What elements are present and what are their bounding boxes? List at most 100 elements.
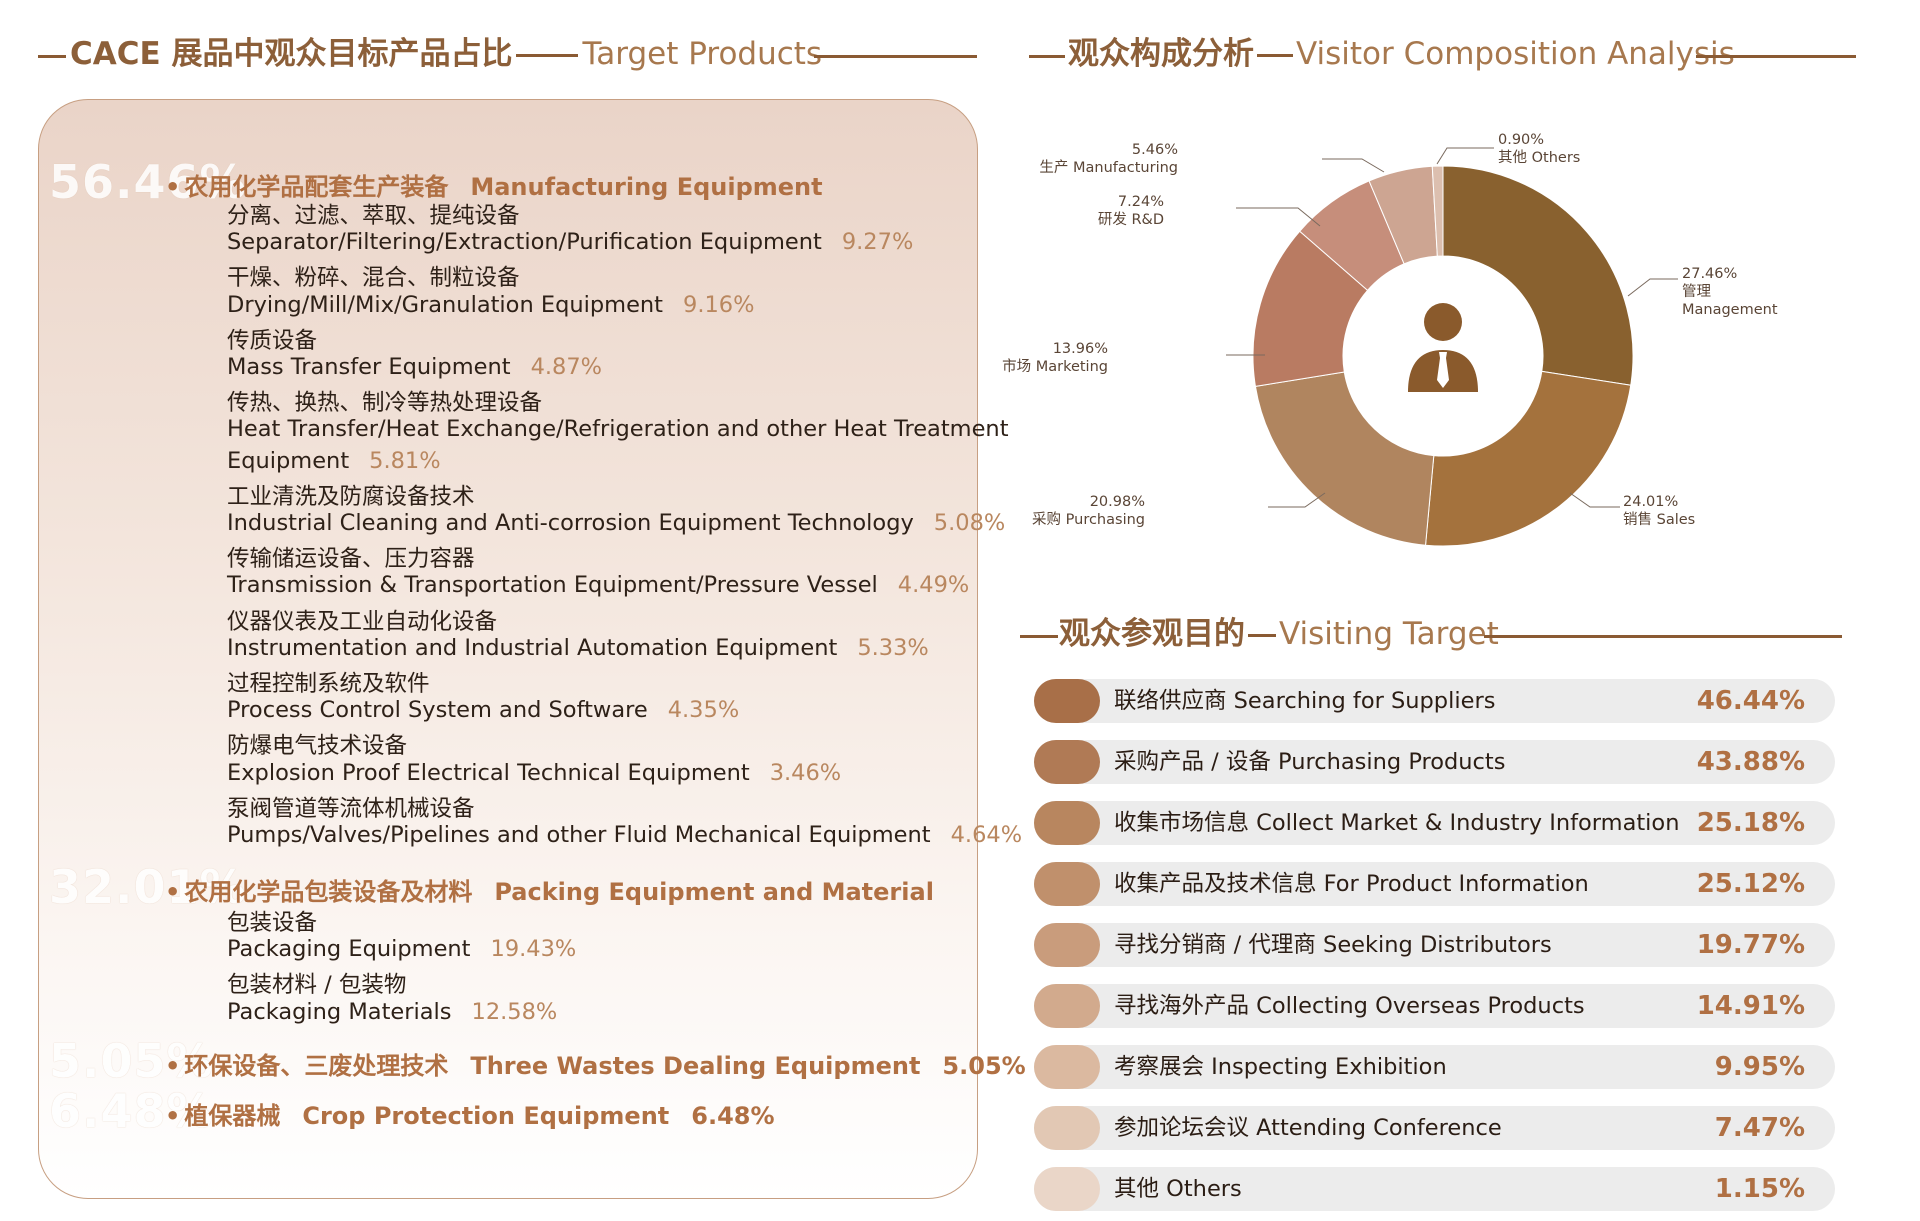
person-with-tie-icon <box>1408 303 1478 392</box>
visiting-target-label: 联络供应商 Searching for Suppliers <box>1114 688 1496 714</box>
visiting-target-label: 采购产品 / 设备 Purchasing Products <box>1114 749 1506 775</box>
donut-label-marketing: 13.96% 市场 Marketing <box>996 340 1108 376</box>
category-name-en: Packing Equipment and Material <box>494 878 934 906</box>
product-item-en-label: Mass Transfer Equipment <box>227 354 511 380</box>
visiting-target-value: 19.77% <box>1696 930 1805 960</box>
visiting-target-value: 46.44% <box>1696 686 1805 716</box>
product-item-en: Process Control System and Software 4.35% <box>227 697 739 723</box>
product-item-zh: 分离、过滤、萃取、提纯设备 <box>227 203 520 229</box>
donut-label-text: Management <box>1682 302 1778 318</box>
category-name-en: Three Wastes Dealing Equipment <box>470 1052 921 1080</box>
category-name-zh: 农用化学品包装设备及材料 <box>184 878 473 906</box>
visiting-target-color-pill <box>1034 923 1100 967</box>
product-item-zh: 干燥、粉碎、混合、制粒设备 <box>227 265 520 292</box>
product-item-en-label: Instrumentation and Industrial Automatio… <box>227 634 838 661</box>
product-item-percent: 4.64% <box>950 822 1023 848</box>
visiting-target-value: 14.91% <box>1696 991 1805 1021</box>
product-item-percent: 5.08% <box>933 510 1006 536</box>
category-name-en: Manufacturing Equipment <box>470 173 823 201</box>
product-item-zh: 传输储运设备、压力容器 <box>227 546 475 573</box>
donut-label-percent: 20.98% <box>1089 494 1145 510</box>
donut-slice-others <box>1431 165 1444 257</box>
product-item-en-label: Separator/Filtering/Extraction/Purificat… <box>227 229 822 256</box>
target-products-panel: 56.46% • 农用化学品配套生产装备 Manufacturing Equipmen… <box>38 99 1026 1199</box>
product-item-percent: 5.33% <box>857 634 929 661</box>
category-percent: 5.05% <box>942 1052 1026 1080</box>
visitor-composition-donut <box>1252 165 1634 547</box>
category-heading: • 农用化学品包装设备及材料 Packing Equipment and Mater… <box>165 872 934 907</box>
product-item-percent: 9.16% <box>683 291 755 318</box>
product-item-en: Mass Transfer Equipment 4.87% <box>227 354 602 380</box>
visiting-target-color-pill <box>1034 1167 1100 1211</box>
leader-line <box>1436 147 1494 165</box>
visiting-section-title: 观众参观目的 Visiting Target <box>1059 616 1499 652</box>
product-item-en: Explosion Proof Electrical Technical Equ… <box>227 760 841 786</box>
left-title-line-start <box>38 55 66 58</box>
visiting-target-value: 25.18% <box>1696 808 1805 838</box>
visiting-target-color-pill <box>1034 1106 1100 1150</box>
donut-label-percent: 24.01% <box>1623 494 1679 510</box>
visiting-target-color-pill <box>1034 984 1100 1028</box>
bullet-dot: • <box>165 1052 181 1080</box>
product-item-percent: 12.58% <box>471 998 558 1025</box>
donut-slice-sales <box>1424 370 1632 547</box>
donut-label-percent: 7.24% <box>1117 194 1164 210</box>
visiting-target-row: 考察展会 Inspecting Exhibition 9.95% <box>1034 1045 1835 1089</box>
product-item-percent: 19.43% <box>490 936 577 963</box>
category-big-percent: 56.46% <box>49 155 247 209</box>
bullet-dot: • <box>165 173 181 201</box>
product-item-zh: 防爆电气技术设备 <box>227 733 408 760</box>
donut-slice-management <box>1442 165 1634 386</box>
product-item-en-label: Transmission & Transportation Equipment/… <box>227 572 878 599</box>
product-item-zh: 包装设备 <box>227 910 318 936</box>
donut-label-percent: 5.46% <box>1131 142 1178 158</box>
product-item-percent: 5.81% <box>369 447 441 474</box>
visiting-target-row: 收集产品及技术信息 For Product Information 25.12% <box>1034 862 1835 906</box>
visiting-target-value: 25.12% <box>1696 869 1805 899</box>
category-big-percent: 6.48% <box>49 1084 214 1138</box>
visit-title-line-start <box>1020 635 1058 638</box>
product-item-en: Heat Transfer/Heat Exchange/Refrigeratio… <box>227 416 1009 442</box>
product-item-en-cont: Equipment 5.81% <box>227 448 441 474</box>
visiting-target-label: 寻找海外产品 Collecting Overseas Products <box>1114 993 1585 1019</box>
product-item-en-label: Pumps/Valves/Pipelines and other Fluid M… <box>227 822 931 848</box>
donut-label-others: 0.90% 其他 Others <box>1498 131 1580 167</box>
donut-label-text: 销售 Sales <box>1623 512 1696 528</box>
visiting-target-row: 采购产品 / 设备 Purchasing Products 43.88% <box>1034 740 1835 784</box>
donut-label-management: 27.46% 管理 Management <box>1682 265 1778 319</box>
product-item-en-label: Drying/Mill/Mix/Granulation Equipment <box>227 291 663 318</box>
left-title-line-mid <box>516 54 579 57</box>
product-item-en: Separator/Filtering/Extraction/Purificat… <box>227 229 913 255</box>
category-name-zh: 农用化学品配套生产装备 <box>184 173 449 201</box>
donut-label-percent: 27.46% <box>1682 266 1738 282</box>
category-heading: • 植保器械 Crop Protection Equipment 6.48% <box>165 1096 775 1131</box>
donut-label-text: 市场 Marketing <box>1002 359 1108 375</box>
product-item-zh: 包装材料 / 包装物 <box>227 972 407 999</box>
product-item-en: Industrial Cleaning and Anti-corrosion E… <box>227 510 1005 536</box>
visit-title-line-mid <box>1248 634 1276 637</box>
product-item-zh: 传质设备 <box>227 327 318 354</box>
product-item-en: Pumps/Valves/Pipelines and other Fluid M… <box>227 822 1022 848</box>
product-item-zh: 仪器仪表及工业自动化设备 <box>227 608 498 635</box>
visiting-target-value: 43.88% <box>1696 747 1805 777</box>
donut-label-purchasing: 20.98% 采购 Purchasing <box>1027 493 1145 529</box>
donut-label-text: 采购 Purchasing <box>1032 512 1145 528</box>
visiting-target-label: 寻找分销商 / 代理商 Seeking Distributors <box>1114 932 1552 958</box>
composition-section-title: 观众构成分析 Visitor Composition Analysis <box>1068 36 1735 72</box>
visiting-target-color-pill <box>1034 740 1100 784</box>
visiting-target-row: 寻找海外产品 Collecting Overseas Products 14.91… <box>1034 984 1835 1028</box>
product-item-en: Packaging Equipment 19.43% <box>227 936 576 962</box>
product-item-zh: 工业清洗及防腐设备技术 <box>227 483 475 510</box>
visiting-target-color-pill <box>1034 862 1100 906</box>
visiting-target-label: 收集市场信息 Collect Market & Industry Informa… <box>1114 810 1680 836</box>
visiting-target-color-pill <box>1034 801 1100 845</box>
visiting-target-label: 收集产品及技术信息 For Product Information <box>1114 871 1589 897</box>
visiting-target-value: 9.95% <box>1714 1052 1805 1082</box>
category-heading: • 环保设备、三废处理技术 Three Wastes Dealing Equipme… <box>165 1046 1026 1081</box>
donut-label-percent: 13.96% <box>1052 341 1108 357</box>
visiting-target-row: 收集市场信息 Collect Market & Industry Informa… <box>1034 801 1835 845</box>
visiting-target-row: 其他 Others 1.15% <box>1034 1167 1835 1211</box>
left-title-line-end <box>814 55 977 58</box>
visiting-target-color-pill <box>1034 679 1100 723</box>
donut-label-rd: 7.24% 研发 R&D <box>1096 193 1164 229</box>
